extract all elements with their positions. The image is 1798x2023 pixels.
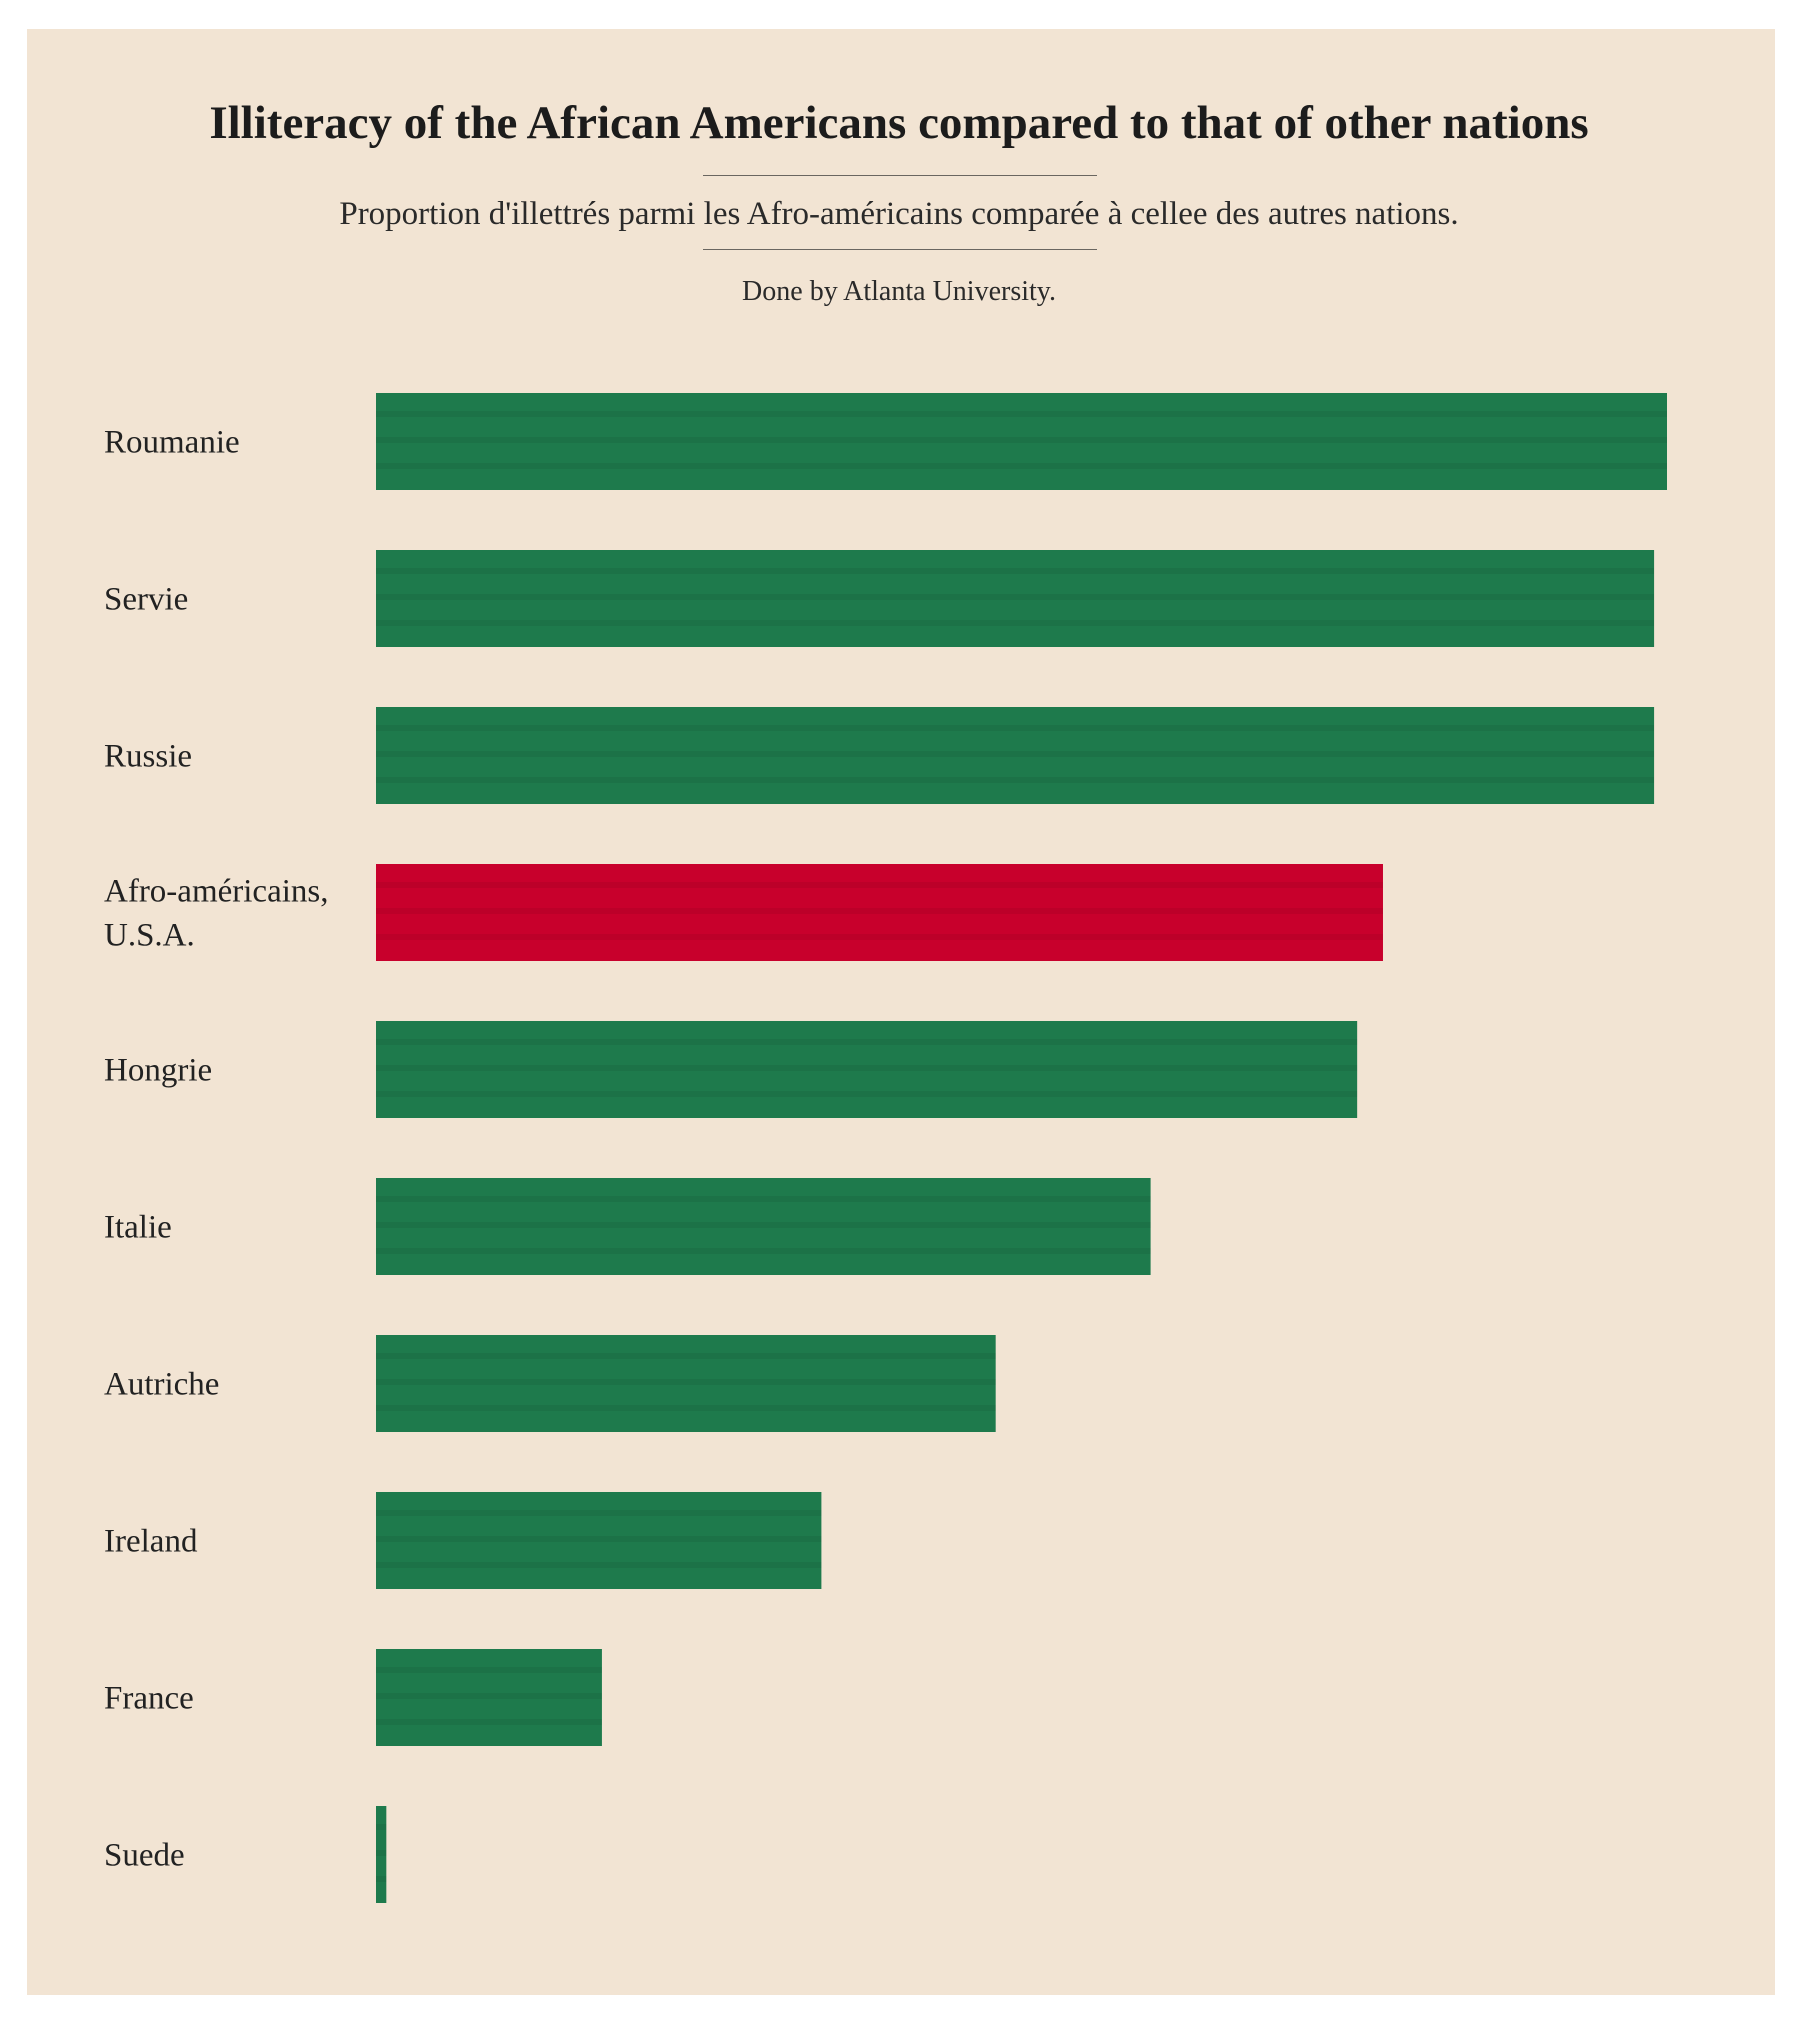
bar-texture: [376, 568, 1655, 574]
category-label-line: Afro-américains,: [104, 874, 328, 910]
category-label-line: Suede: [104, 1838, 185, 1874]
category-label-7: Autriche: [104, 1367, 219, 1403]
bar-texture: [376, 908, 1383, 914]
bar-4: [376, 864, 1383, 961]
category-label-line: Russie: [104, 739, 192, 775]
bar-texture: [376, 1562, 822, 1568]
bar-texture: [376, 463, 1667, 469]
bar-8: [376, 1492, 822, 1589]
category-label-line: U.S.A.: [104, 918, 195, 954]
bar-texture: [376, 1876, 387, 1882]
chart-title: Illiteracy of the African Americans comp…: [209, 97, 1589, 149]
bar-texture: [376, 1222, 1151, 1228]
bar-texture: [376, 882, 1383, 888]
bar-texture: [376, 725, 1655, 731]
bar-texture: [376, 934, 1383, 940]
bar-9: [376, 1649, 602, 1746]
category-label-10: Suede: [104, 1838, 185, 1874]
bar-texture: [376, 1248, 1151, 1254]
title-divider-bottom: [703, 249, 1097, 250]
bar-texture: [376, 1196, 1151, 1202]
bar-texture: [376, 1405, 996, 1411]
bar-texture: [376, 594, 1655, 600]
category-labels: Roumanie Servie Russie Afro-américains, U.S.…: [104, 425, 328, 1874]
bar-texture: [376, 751, 1655, 757]
category-label-2: Servie: [104, 582, 188, 618]
bar-texture: [376, 777, 1655, 783]
bar-texture: [376, 1693, 602, 1699]
category-label-8: Ireland: [104, 1524, 198, 1560]
bar-texture: [376, 1824, 387, 1830]
bar-texture: [376, 1510, 822, 1516]
bars: [376, 393, 1667, 1903]
chart-background: [27, 29, 1775, 1995]
bar-texture: [376, 1379, 996, 1385]
category-label-5: Hongrie: [104, 1053, 212, 1089]
category-label-line: France: [104, 1681, 194, 1717]
bar-texture: [376, 1667, 602, 1673]
category-label-line: Autriche: [104, 1367, 219, 1403]
category-label-3: Russie: [104, 739, 192, 775]
category-label-line: Ireland: [104, 1524, 198, 1560]
bar-6: [376, 1178, 1151, 1275]
chart-subtitle: Proportion d'illettrés parmi les Afro-am…: [339, 196, 1459, 232]
bar-texture: [376, 1719, 602, 1725]
bar-7: [376, 1335, 996, 1432]
category-label-1: Roumanie: [104, 425, 240, 461]
bar-texture: [376, 1536, 822, 1542]
category-label-line: Roumanie: [104, 425, 240, 461]
bar-10: [376, 1806, 387, 1903]
bar-3: [376, 707, 1655, 804]
bar-texture: [376, 620, 1655, 626]
bar-texture: [376, 1065, 1358, 1071]
chart-credit: Done by Atlanta University.: [742, 276, 1056, 307]
bar-texture: [376, 1091, 1358, 1097]
category-label-6: Italie: [104, 1210, 172, 1246]
bar-2: [376, 550, 1655, 647]
bar-texture: [376, 1850, 387, 1856]
bar-texture: [376, 437, 1667, 443]
category-label-9: France: [104, 1681, 194, 1717]
bar-texture: [376, 1039, 1358, 1045]
category-label-line: Servie: [104, 582, 188, 618]
bar-texture: [376, 411, 1667, 417]
category-label-line: Hongrie: [104, 1053, 212, 1089]
title-divider-top: [703, 175, 1097, 176]
category-label-4: Afro-américains, U.S.A.: [104, 874, 328, 954]
bar-5: [376, 1021, 1358, 1118]
bar-1: [376, 393, 1667, 490]
category-label-line: Italie: [104, 1210, 172, 1246]
bar-texture: [376, 1353, 996, 1359]
